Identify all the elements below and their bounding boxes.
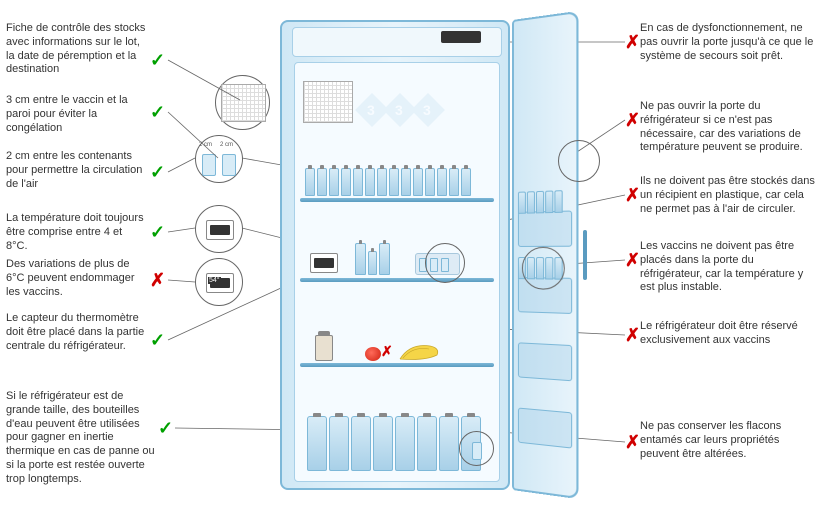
fridge-interior: 3 3 3 (294, 62, 500, 482)
ann-left-1: 3 cm entre le vaccin et la paroi pour év… (6, 94, 146, 135)
ann-right-5: Ne pas conserver les flacons entamés car… (640, 420, 815, 461)
callout-opened-vial (459, 431, 494, 466)
jar (315, 335, 333, 361)
ann-right-4: Le réfrigérateur doit être réservé exclu… (640, 320, 815, 348)
watermark-333: 3 3 3 (355, 83, 445, 143)
thermometer (310, 253, 338, 273)
fridge-top (292, 27, 502, 57)
svg-text:3: 3 (395, 102, 403, 118)
mark-right-5: ✗ (625, 432, 640, 453)
callout-thermo-bad: 54° (195, 258, 243, 306)
fridge-body: 3 3 3 (280, 20, 510, 490)
bottles-shelf-1 (305, 168, 471, 196)
door-shelf-1 (518, 210, 572, 246)
callout-spacing: 2 cm 2 cm (195, 135, 243, 183)
callout-door-open (558, 140, 600, 182)
bottles-shelf-2 (355, 243, 390, 275)
water-bottles (307, 416, 481, 471)
ann-right-0: En cas de dysfonctionnement, ne pas ouvr… (640, 22, 815, 63)
mark-right-1: ✗ (625, 110, 640, 131)
ann-right-2: Ils ne doivent pas être stockés dans un … (640, 175, 815, 216)
callout-stock-sheet (215, 75, 270, 130)
fridge-display (441, 31, 481, 43)
door-shelf-3 (518, 342, 572, 381)
bananas (395, 341, 445, 363)
mark-left-0: ✓ (150, 50, 165, 71)
ann-right-1: Ne pas ouvrir la porte du réfrigérateur … (640, 100, 815, 155)
shelf-3 (300, 363, 494, 367)
ann-right-3: Les vaccins ne doivent pas être placés d… (640, 240, 815, 295)
mark-left-5: ✓ (150, 330, 165, 351)
door-shelf-4 (518, 408, 572, 449)
callout-thermo-ok (195, 205, 243, 253)
callout-plastic (425, 243, 465, 283)
shelf-1 (300, 198, 494, 202)
ann-left-4: Des variations de plus de 6°C peuvent en… (6, 258, 146, 299)
mark-left-6: ✓ (158, 418, 173, 439)
food-cross: ✗ (381, 343, 393, 360)
ann-left-0: Fiche de contrôle des stocks avec inform… (6, 22, 146, 77)
mark-right-2: ✗ (625, 185, 640, 206)
svg-text:3: 3 (367, 102, 375, 118)
mark-right-4: ✗ (625, 325, 640, 346)
shelf-2 (300, 278, 494, 282)
tomato (365, 347, 381, 361)
stock-sheet (303, 81, 353, 123)
callout-door-bottles (522, 247, 565, 290)
fridge: 3 3 3 (280, 20, 560, 490)
ann-left-2: 2 cm entre les contenants pour permettre… (6, 150, 146, 191)
mark-right-3: ✗ (625, 250, 640, 271)
fridge-door (512, 11, 579, 499)
ann-left-6: Si le réfrigérateur est de grande taille… (6, 390, 158, 486)
mark-left-2: ✓ (150, 162, 165, 183)
door-bottles-1 (518, 190, 563, 214)
door-handle (583, 230, 587, 280)
mark-left-1: ✓ (150, 102, 165, 123)
svg-text:3: 3 (423, 102, 431, 118)
mark-right-0: ✗ (625, 32, 640, 53)
ann-left-3: La température doit toujours être compri… (6, 212, 146, 253)
mark-left-4: ✗ (150, 270, 165, 291)
mark-left-3: ✓ (150, 222, 165, 243)
ann-left-5: Le capteur du thermomètre doit être plac… (6, 312, 146, 353)
